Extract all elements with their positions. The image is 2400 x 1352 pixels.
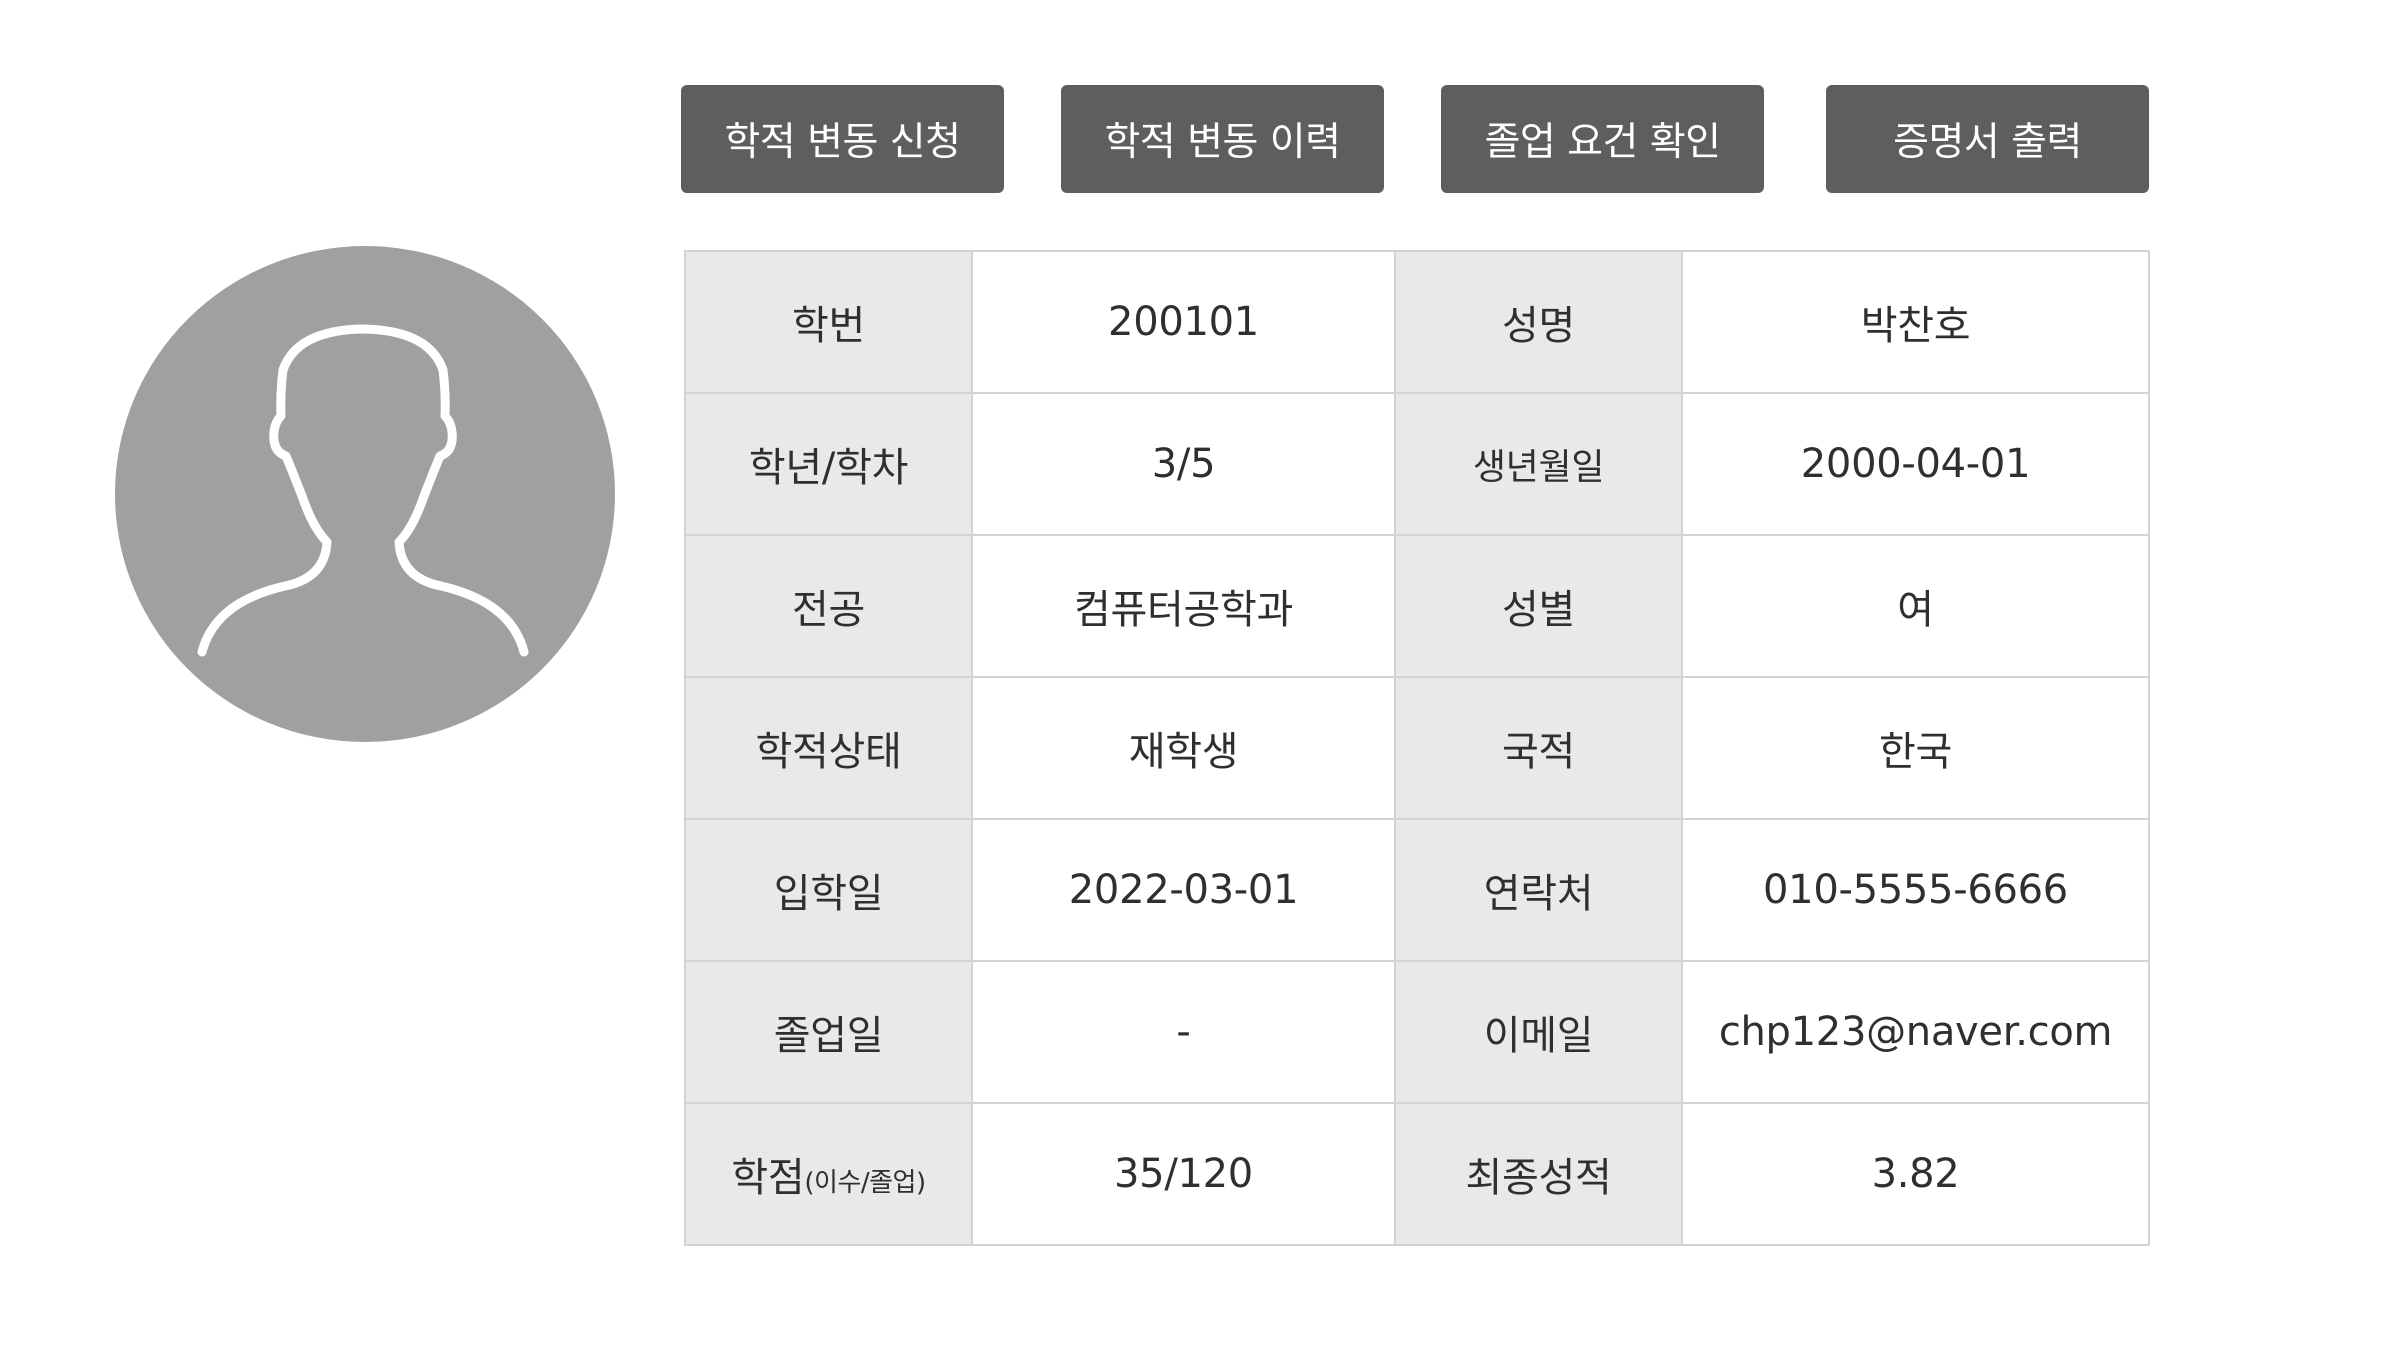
table-row: 입학일 2022-03-01 연락처 010-5555-6666 (684, 818, 2150, 962)
credits-label-sub: (이수/졸업) (804, 1168, 926, 1198)
academic-change-history-button[interactable]: 학적 변동 이력 (1061, 85, 1384, 193)
credits-label: 학점(이수/졸업) (684, 1102, 973, 1246)
birthdate-value: 2000-04-01 (1681, 392, 2150, 536)
email-value: chp123@naver.com (1681, 960, 2150, 1104)
person-silhouette-icon (115, 246, 615, 742)
table-row: 전공 컴퓨터공학과 성별 여 (684, 534, 2150, 678)
student-id-value: 200101 (971, 250, 1396, 394)
name-value: 박찬호 (1681, 250, 2150, 394)
student-id-label: 학번 (684, 250, 973, 394)
credits-label-main: 학점 (731, 1155, 805, 1201)
final-grade-value: 3.82 (1681, 1102, 2150, 1246)
action-toolbar: 학적 변동 신청 학적 변동 이력 졸업 요건 확인 증명서 출력 (0, 0, 2400, 200)
major-label: 전공 (684, 534, 973, 678)
grade-semester-value: 3/5 (971, 392, 1396, 536)
table-row: 졸업일 - 이메일 chp123@naver.com (684, 960, 2150, 1104)
enrollment-status-value: 재학생 (971, 676, 1396, 820)
name-label: 성명 (1394, 250, 1683, 394)
contact-label: 연락처 (1394, 818, 1683, 962)
academic-change-request-button[interactable]: 학적 변동 신청 (681, 85, 1004, 193)
admission-date-label: 입학일 (684, 818, 973, 962)
graduation-requirements-button[interactable]: 졸업 요건 확인 (1441, 85, 1764, 193)
grade-semester-label: 학년/학차 (684, 392, 973, 536)
student-info-table: 학번 200101 성명 박찬호 학년/학차 3/5 생년월일 2000-04-… (684, 250, 2150, 1246)
table-row: 학점(이수/졸업) 35/120 최종성적 3.82 (684, 1102, 2150, 1246)
major-value: 컴퓨터공학과 (971, 534, 1396, 678)
enrollment-status-label: 학적상태 (684, 676, 973, 820)
table-row: 학적상태 재학생 국적 한국 (684, 676, 2150, 820)
admission-date-value: 2022-03-01 (971, 818, 1396, 962)
gender-label: 성별 (1394, 534, 1683, 678)
certificate-print-button[interactable]: 증명서 출력 (1826, 85, 2149, 193)
table-row: 학년/학차 3/5 생년월일 2000-04-01 (684, 392, 2150, 536)
graduation-date-value: - (971, 960, 1396, 1104)
credits-value: 35/120 (971, 1102, 1396, 1246)
nationality-label: 국적 (1394, 676, 1683, 820)
avatar (115, 246, 615, 742)
nationality-value: 한국 (1681, 676, 2150, 820)
email-label: 이메일 (1394, 960, 1683, 1104)
final-grade-label: 최종성적 (1394, 1102, 1683, 1246)
birthdate-label: 생년월일 (1394, 392, 1683, 536)
graduation-date-label: 졸업일 (684, 960, 973, 1104)
table-row: 학번 200101 성명 박찬호 (684, 250, 2150, 394)
gender-value: 여 (1681, 534, 2150, 678)
contact-value: 010-5555-6666 (1681, 818, 2150, 962)
